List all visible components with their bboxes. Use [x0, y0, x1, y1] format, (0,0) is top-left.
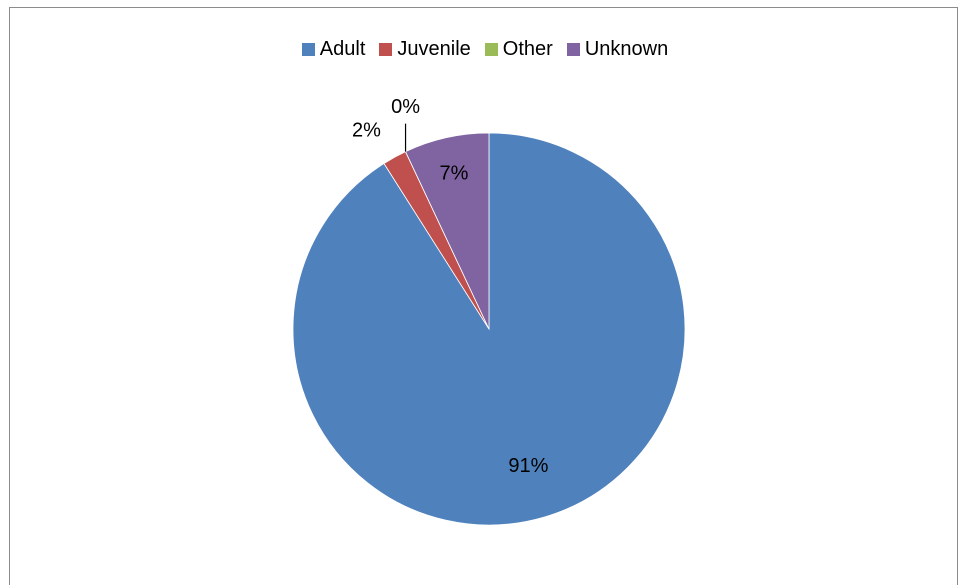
legend-swatch-adult — [301, 43, 315, 56]
legend-item-juvenile: Juvenile — [379, 38, 471, 61]
legend-label-other: Other — [502, 38, 553, 60]
legend-item-adult: Adult — [301, 38, 366, 61]
legend-label-unknown: Unknown — [584, 38, 669, 60]
legend-item-other: Other — [484, 38, 553, 61]
data-label-adult: 91% — [508, 455, 548, 477]
legend-item-unknown: Unknown — [566, 38, 669, 61]
legend-label-adult: Adult — [319, 38, 366, 60]
pie-slices — [292, 132, 686, 526]
legend-swatch-other — [484, 43, 498, 56]
data-label-juvenile: 2% — [352, 120, 381, 142]
data-label-unknown: 7% — [439, 162, 468, 184]
legend-swatch-unknown — [566, 43, 580, 56]
legend-swatch-juvenile — [379, 43, 393, 56]
chart-legend: Adult Juvenile Other Unknown — [0, 38, 960, 61]
pie-data-labels: 91% 2% 0% 7% — [352, 96, 549, 477]
legend-label-juvenile: Juvenile — [397, 38, 471, 60]
data-label-other: 0% — [391, 96, 420, 118]
